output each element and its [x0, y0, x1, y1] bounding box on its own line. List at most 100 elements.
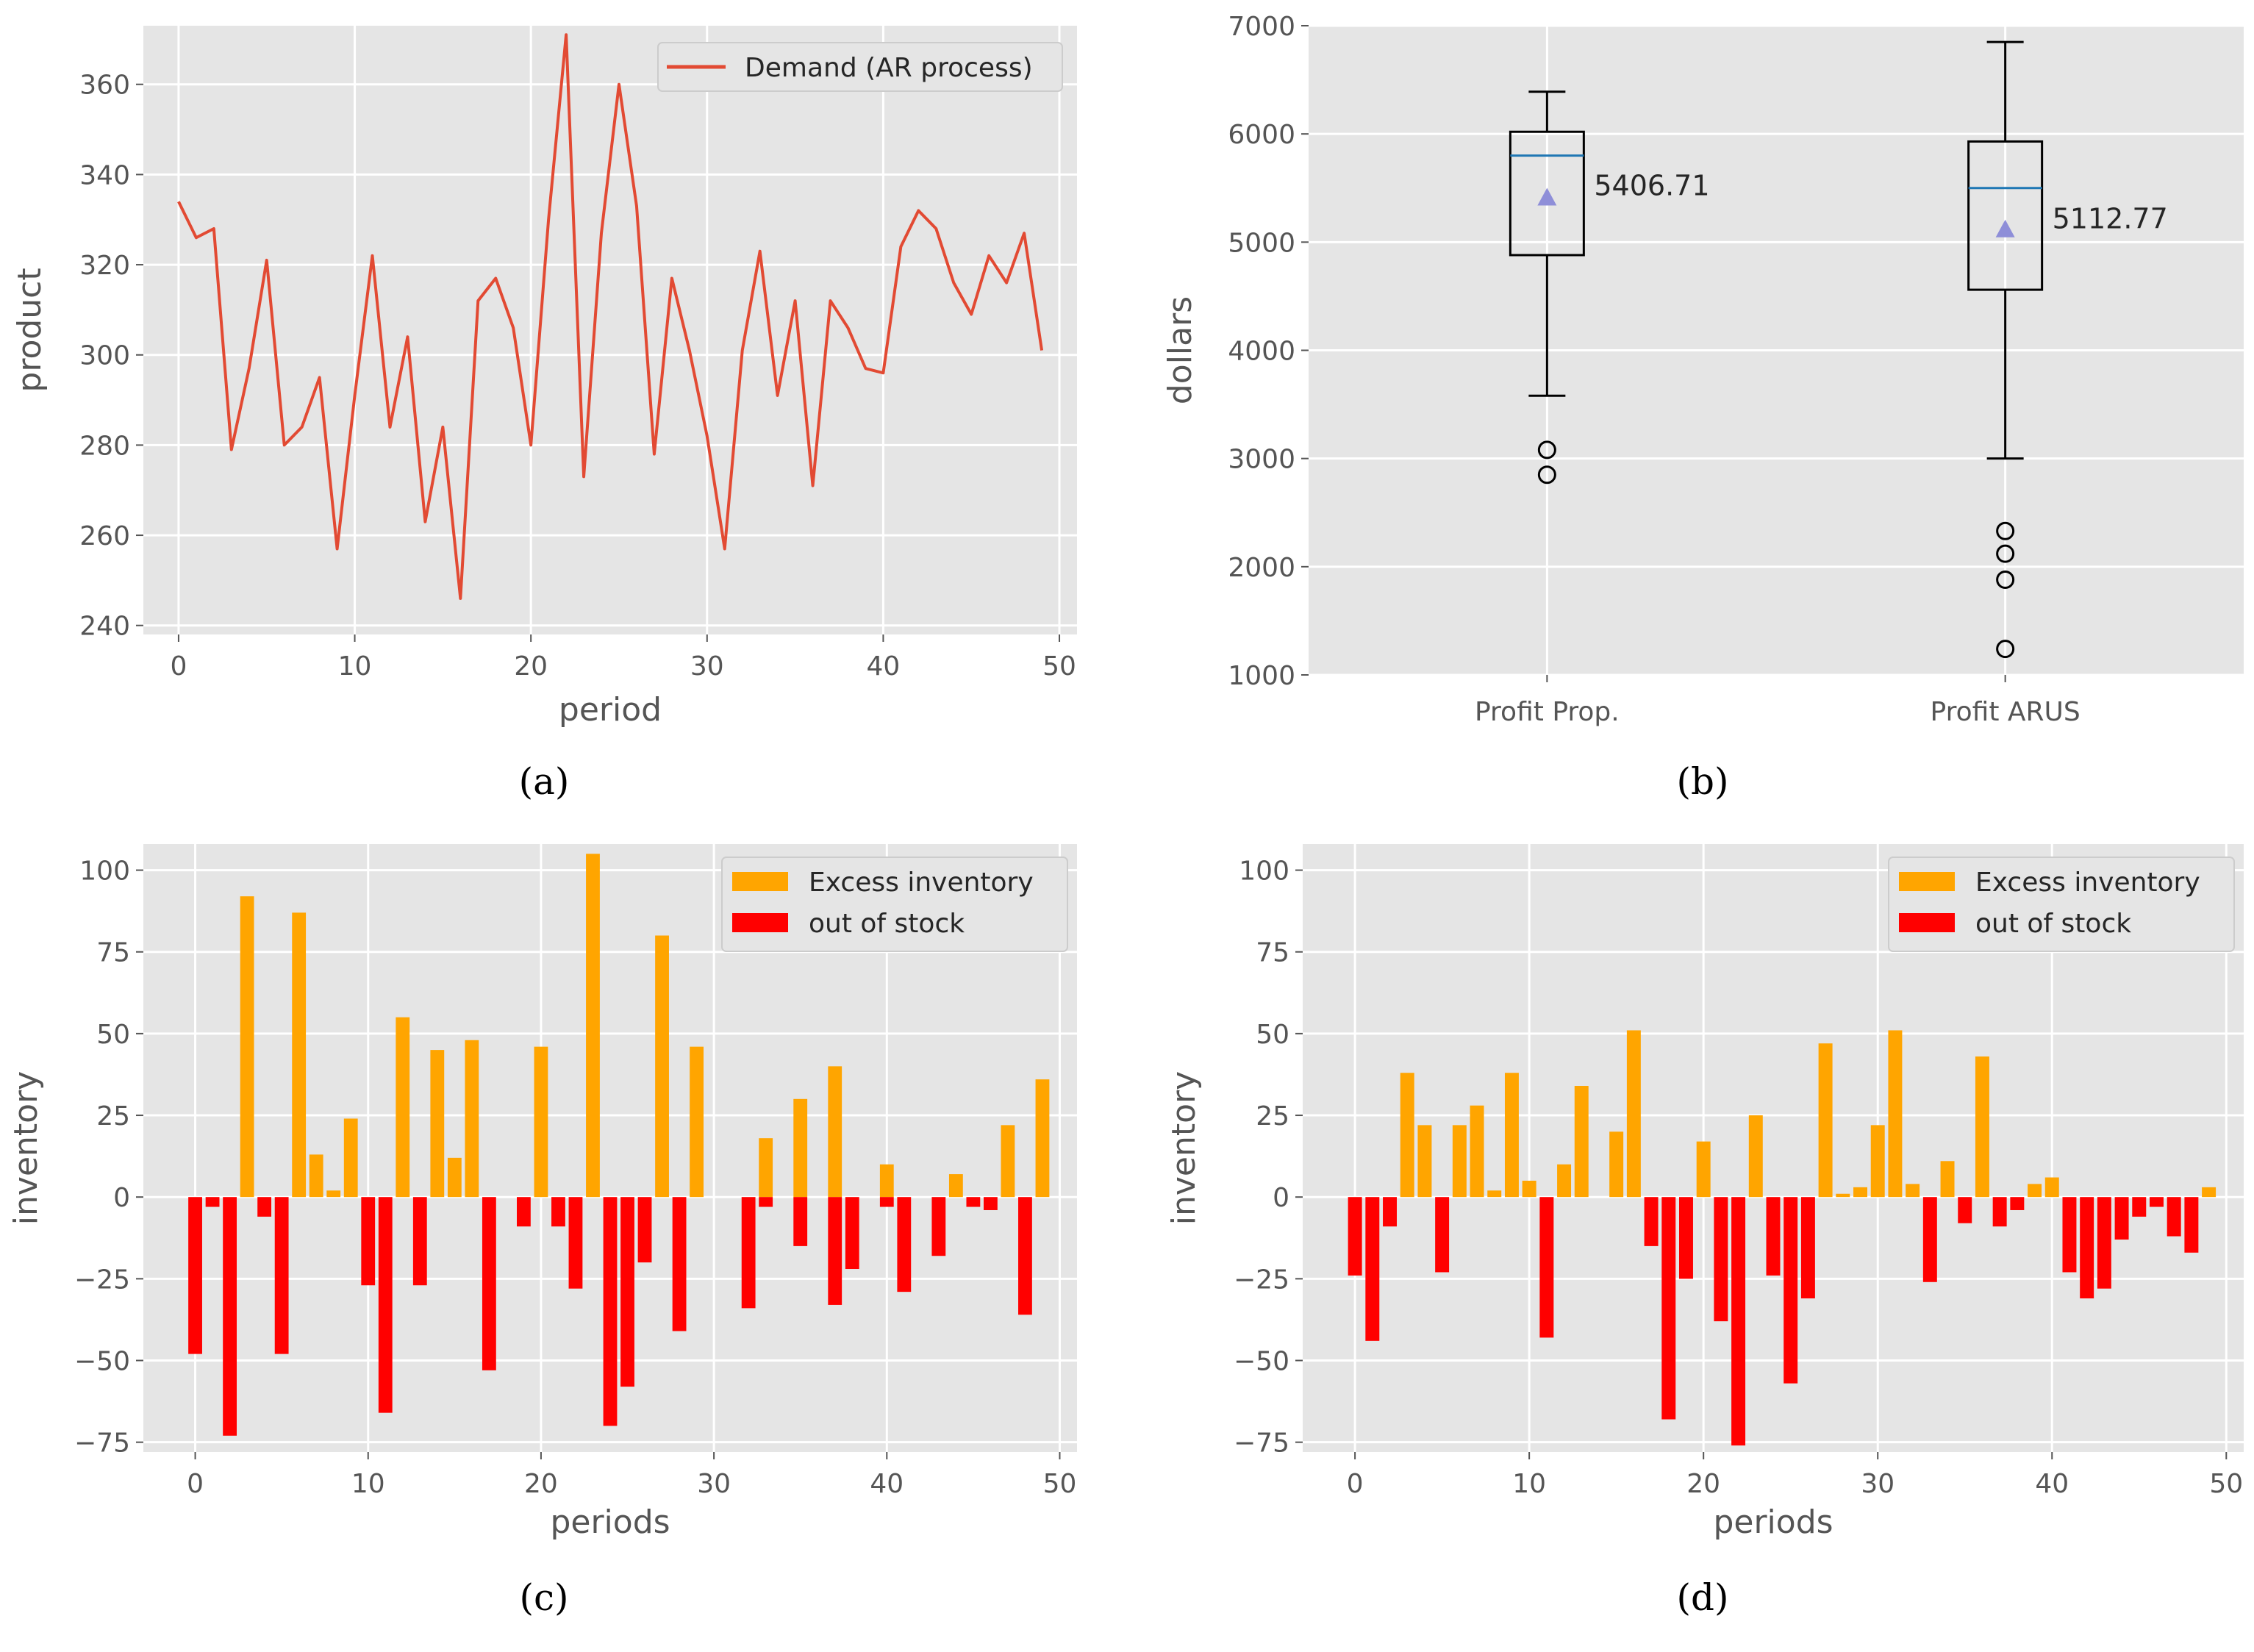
out-of-stock-bar	[257, 1197, 272, 1217]
panel-caption: (d)	[1676, 1576, 1728, 1619]
out-of-stock-bar	[1714, 1197, 1728, 1322]
chart-panel-d: −75 −50 −25 0 25 50 75 100 0 10 20 30 40 50 Excess inv…	[1165, 844, 2244, 1619]
y-tick-label: −25	[1234, 1265, 1289, 1295]
x-tick-label: 40	[867, 651, 901, 682]
out-of-stock-bar	[2080, 1197, 2094, 1299]
y-tick-label: 300	[79, 341, 130, 371]
x-tick-label: 50	[1043, 1469, 1077, 1499]
legend-box	[1888, 857, 2235, 952]
legend-label: Excess inventory	[1975, 868, 2200, 898]
excess-inventory-bar	[655, 935, 669, 1198]
chart-panel-b: 1000 2000 3000 4000 5000 6000 7000 Profit Prop.…	[1162, 12, 2244, 803]
y-tick-label: 5000	[1228, 228, 1295, 258]
x-tick-label: 40	[870, 1469, 904, 1499]
outlier-point	[1537, 465, 1556, 484]
y-tick-label: 4000	[1228, 337, 1295, 367]
y-tick-label: 3000	[1228, 445, 1295, 475]
excess-inventory-bar	[1940, 1161, 1955, 1198]
y-tick-label: 0	[1273, 1183, 1289, 1213]
excess-inventory-bar	[1906, 1184, 1920, 1198]
excess-inventory-bar	[828, 1066, 842, 1198]
out-of-stock-bar	[1365, 1197, 1380, 1341]
excess-inventory-bar	[1001, 1125, 1015, 1198]
y-tick-label: −25	[74, 1265, 130, 1295]
out-of-stock-bar	[1766, 1197, 1781, 1276]
out-of-stock-bar	[568, 1197, 583, 1289]
out-of-stock-bar	[845, 1197, 859, 1270]
excess-inventory-bar	[1609, 1131, 1624, 1198]
demand-series-line	[177, 33, 1044, 600]
excess-inventory-bar	[2202, 1187, 2217, 1198]
out-of-stock-bar	[551, 1197, 565, 1227]
out-of-stock-bar	[672, 1197, 687, 1331]
out-of-stock-bar	[274, 1197, 289, 1354]
legend-label: out of stock	[1975, 909, 2131, 939]
excess-inventory-bar	[1487, 1190, 1502, 1198]
out-of-stock-bar	[1731, 1197, 1746, 1446]
out-of-stock-bar	[1992, 1197, 2007, 1227]
legend-box	[657, 42, 1063, 92]
y-tick-label: −75	[74, 1428, 130, 1459]
outlier-point	[1996, 640, 2015, 659]
out-of-stock-bar	[897, 1197, 912, 1292]
panel-caption: (b)	[1676, 760, 1728, 803]
out-of-stock-bar	[1383, 1197, 1397, 1227]
y-tick-label: 7000	[1228, 12, 1295, 42]
out-of-stock-bar	[378, 1197, 393, 1413]
out-of-stock-bar	[517, 1197, 531, 1227]
y-tick-label: 25	[96, 1101, 130, 1131]
out-of-stock-bar	[412, 1197, 427, 1286]
out-of-stock-bar	[620, 1197, 634, 1387]
y-tick-label: 75	[96, 938, 130, 968]
x-axis-label: period	[559, 691, 662, 729]
out-of-stock-bar	[2097, 1197, 2111, 1289]
y-tick-label: 6000	[1228, 120, 1295, 150]
out-of-stock-bar	[1958, 1197, 1972, 1223]
y-tick-label: −75	[1234, 1428, 1289, 1459]
out-of-stock-bar	[2062, 1197, 2077, 1273]
out-of-stock-bar	[966, 1197, 981, 1207]
legend-swatch	[1899, 913, 1955, 932]
out-of-stock-bar	[2114, 1197, 2129, 1240]
excess-inventory-bar	[1522, 1180, 1536, 1198]
plot-area	[143, 26, 1077, 634]
out-of-stock-bar	[361, 1197, 376, 1286]
out-of-stock-bar	[2010, 1197, 2025, 1210]
out-of-stock-bar	[741, 1197, 756, 1309]
chart-panel-a: 240 260 280 300 320 340 360 0 10 20 30 40 50 Demand (…	[11, 26, 1077, 803]
y-tick-label: 25	[1256, 1101, 1289, 1131]
out-of-stock-bar	[1539, 1197, 1554, 1338]
legend-label: Excess inventory	[809, 868, 1034, 898]
out-of-stock-bar	[759, 1197, 773, 1207]
box-iqr	[1509, 130, 1585, 257]
excess-inventory-bar	[1626, 1030, 1641, 1198]
y-tick-label: 240	[79, 612, 130, 642]
out-of-stock-bar	[603, 1197, 618, 1426]
excess-inventory-bar	[759, 1138, 773, 1198]
mean-marker	[1537, 187, 1557, 206]
out-of-stock-bar	[2167, 1197, 2181, 1237]
excess-inventory-bar	[1504, 1073, 1519, 1198]
y-tick-label: 280	[79, 431, 130, 461]
y-tick-label: 100	[79, 857, 130, 887]
excess-inventory-bar	[1696, 1141, 1711, 1198]
excess-inventory-bar	[1975, 1056, 1989, 1198]
excess-inventory-bar	[292, 912, 307, 1198]
excess-inventory-bar	[1870, 1125, 1885, 1198]
out-of-stock-bar	[1679, 1197, 1693, 1279]
out-of-stock-bar	[1435, 1197, 1450, 1273]
x-tick-label: 10	[1512, 1469, 1546, 1499]
excess-inventory-bar	[1470, 1105, 1484, 1198]
excess-inventory-bar	[447, 1157, 462, 1198]
outlier-point	[1996, 570, 2015, 589]
excess-inventory-bar	[690, 1046, 704, 1198]
out-of-stock-bar	[223, 1197, 237, 1436]
out-of-stock-bar	[1661, 1197, 1676, 1420]
out-of-stock-bar	[984, 1197, 998, 1210]
y-tick-label: 50	[1256, 1020, 1289, 1050]
excess-inventory-bar	[1574, 1086, 1589, 1198]
box-category-label: Profit ARUS	[1931, 697, 2081, 727]
excess-inventory-bar	[2028, 1184, 2042, 1198]
outlier-point	[1996, 521, 2015, 540]
